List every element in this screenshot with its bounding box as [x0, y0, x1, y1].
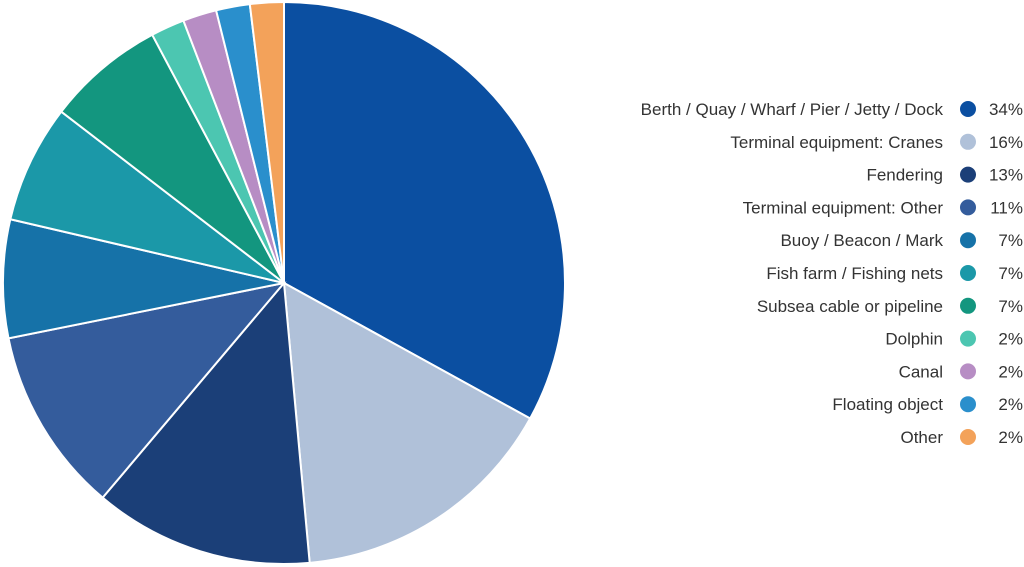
pie-slice-2 — [101, 280, 311, 565]
legend-item: Fish farm / Fishing nets 7% — [766, 264, 1023, 283]
legend-marker — [960, 199, 976, 216]
legend-label: Other — [900, 428, 943, 447]
legend-value: 2% — [998, 395, 1023, 414]
legend-value: 11% — [990, 198, 1023, 217]
pie-slice-10 — [248, 0, 285, 284]
pie-slice-6 — [59, 33, 285, 284]
pie-slice-0 — [283, 0, 566, 420]
pie-slice-5 — [9, 110, 285, 284]
legend-label: Fish farm / Fishing nets — [766, 264, 943, 283]
legend-item: Terminal equipment: Other 11% — [743, 198, 1023, 217]
legend-marker — [960, 297, 976, 314]
pie-slice-4 — [2, 218, 285, 340]
legend-label: Fendering — [866, 166, 943, 185]
legend-label: Terminal equipment: Other — [743, 198, 944, 217]
legend-marker — [960, 396, 976, 413]
legend-item: Other 2% — [900, 428, 1023, 447]
legend-value: 16% — [989, 133, 1023, 152]
legend-item: Buoy / Beacon / Mark 7% — [780, 231, 1023, 250]
legend-value: 2% — [998, 428, 1023, 447]
pie-slice-1 — [282, 281, 532, 564]
legend-item: Canal 2% — [899, 362, 1023, 381]
legend-value: 13% — [989, 166, 1023, 185]
legend-value: 2% — [998, 330, 1023, 349]
legend: Berth / Quay / Wharf / Pier / Jetty / Do… — [641, 100, 1023, 447]
legend-item: Berth / Quay / Wharf / Pier / Jetty / Do… — [641, 100, 1023, 119]
legend-value: 2% — [998, 362, 1023, 381]
legend-value: 34% — [989, 100, 1023, 119]
legend-label: Buoy / Beacon / Mark — [780, 231, 943, 250]
legend-marker — [960, 101, 976, 117]
legend-label: Subsea cable or pipeline — [757, 297, 943, 316]
legend-marker — [960, 330, 976, 347]
legend-marker — [960, 265, 976, 281]
legend-marker — [960, 363, 976, 380]
legend-marker — [960, 429, 976, 445]
legend-item: Floating object 2% — [832, 395, 1023, 414]
pie-slices — [2, 0, 566, 565]
legend-value: 7% — [998, 231, 1023, 250]
legend-marker — [960, 232, 976, 249]
legend-value: 7% — [998, 297, 1023, 316]
legend-item: Dolphin 2% — [885, 330, 1023, 349]
legend-label: Dolphin — [885, 330, 943, 349]
legend-marker — [960, 133, 976, 150]
legend-label: Terminal equipment: Cranes — [730, 133, 943, 152]
legend-item: Fendering 13% — [866, 166, 1023, 185]
pie-slice-3 — [7, 281, 287, 500]
legend-item: Terminal equipment: Cranes 16% — [730, 133, 1023, 152]
legend-item: Subsea cable or pipeline 7% — [757, 297, 1023, 316]
legend-label: Floating object — [832, 395, 943, 414]
legend-marker — [960, 166, 976, 183]
legend-label: Canal — [899, 362, 943, 381]
legend-value: 7% — [998, 264, 1023, 283]
legend-label: Berth / Quay / Wharf / Pier / Jetty / Do… — [641, 100, 944, 119]
